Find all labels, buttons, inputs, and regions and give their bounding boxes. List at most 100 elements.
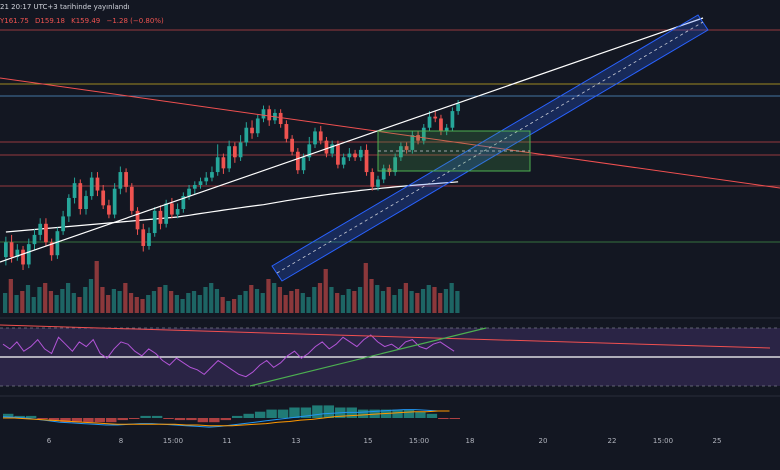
channel-midline bbox=[276, 21, 704, 274]
macd-histogram-bar bbox=[60, 418, 71, 423]
volume-bar bbox=[294, 289, 300, 313]
macd-histogram-bar bbox=[415, 411, 426, 418]
volume-bar bbox=[254, 289, 260, 313]
candle-body bbox=[233, 146, 237, 158]
candle-body bbox=[250, 127, 254, 134]
macd-histogram-bar bbox=[449, 418, 460, 419]
macd-histogram-bar bbox=[277, 409, 289, 418]
candle-body bbox=[187, 188, 191, 197]
candle-body bbox=[261, 109, 266, 119]
volume-bar bbox=[375, 285, 380, 313]
candle-body bbox=[170, 203, 174, 215]
volume-bar bbox=[443, 289, 449, 313]
volume-bar bbox=[169, 291, 174, 313]
time-axis: 6 8 15:00 11 13 15 15:00 18 20 22 15:00 25 bbox=[0, 436, 780, 450]
volume-bar bbox=[48, 291, 54, 313]
candle-body bbox=[72, 183, 77, 198]
candle-body bbox=[164, 203, 169, 224]
candle-body bbox=[210, 172, 214, 178]
candle-body bbox=[399, 146, 403, 158]
volume-bar bbox=[249, 285, 254, 313]
volume-bar bbox=[340, 295, 345, 313]
volume-bar bbox=[191, 291, 197, 313]
candle-body bbox=[324, 140, 329, 154]
macd-histogram-bar bbox=[209, 418, 220, 423]
volume-bar bbox=[352, 291, 357, 313]
volume-bar bbox=[409, 291, 414, 313]
candle-body bbox=[44, 223, 48, 243]
volume-bar bbox=[180, 299, 185, 313]
candle-body bbox=[393, 157, 398, 173]
volume-bar bbox=[83, 287, 88, 313]
volume-bar bbox=[106, 295, 111, 313]
candle-body bbox=[204, 177, 209, 182]
candle-body bbox=[427, 116, 432, 128]
candle-body bbox=[227, 146, 231, 169]
volume-bar bbox=[88, 279, 94, 313]
candle-body bbox=[336, 144, 340, 165]
candle-body bbox=[358, 149, 363, 158]
volume-bar bbox=[60, 289, 65, 313]
volume-bar bbox=[237, 295, 242, 313]
candle-body bbox=[78, 183, 83, 210]
volume-bar bbox=[357, 287, 363, 313]
candle-body bbox=[318, 131, 323, 141]
macd-histogram-bar bbox=[403, 409, 415, 418]
candle-body bbox=[330, 144, 335, 154]
volume-bar bbox=[312, 287, 317, 313]
candle-body bbox=[439, 118, 443, 132]
volume-bar bbox=[197, 295, 202, 313]
candle-body bbox=[181, 196, 186, 210]
volume-bar bbox=[398, 289, 403, 313]
volume-bar bbox=[134, 297, 139, 313]
macd-histogram-bar bbox=[312, 405, 323, 418]
volume-bar bbox=[14, 295, 19, 313]
volume-bar bbox=[37, 287, 42, 313]
volume-bar bbox=[415, 293, 420, 313]
volume-bar bbox=[403, 283, 408, 313]
candle-body bbox=[147, 233, 151, 246]
macd-histogram-bar bbox=[128, 418, 140, 419]
volume-bar bbox=[157, 287, 162, 313]
macd-histogram-bar bbox=[151, 415, 163, 418]
candle-body bbox=[66, 197, 71, 217]
volume-bar bbox=[300, 293, 305, 313]
volume-bar bbox=[272, 283, 277, 313]
candle-body bbox=[175, 209, 180, 215]
volume-bar bbox=[117, 291, 122, 313]
x-tick-label: 8 bbox=[118, 437, 124, 445]
candle-body bbox=[49, 242, 54, 256]
volume-bar bbox=[163, 285, 168, 313]
macd-histogram-bar bbox=[106, 418, 117, 423]
candle-body bbox=[221, 157, 226, 169]
volume-bar bbox=[392, 295, 397, 313]
candle-body bbox=[112, 188, 117, 215]
macd-histogram-bar bbox=[254, 411, 266, 418]
ohlc-close: K159.49 bbox=[71, 17, 101, 25]
candle-body bbox=[341, 157, 346, 165]
volume-bar bbox=[203, 287, 208, 313]
macd-histogram-bar bbox=[174, 418, 186, 421]
x-tick-label: 22 bbox=[607, 437, 617, 445]
candle-body bbox=[89, 177, 94, 197]
macd-histogram-bar bbox=[300, 407, 312, 418]
volume-bar bbox=[151, 291, 157, 313]
candle-body bbox=[107, 205, 111, 215]
candle-body bbox=[421, 127, 426, 141]
macd-histogram-bar bbox=[323, 405, 335, 418]
volume-bar bbox=[260, 293, 265, 313]
candle-body bbox=[129, 186, 134, 211]
moving-average-line bbox=[5, 181, 459, 233]
x-tick-label: 20 bbox=[538, 437, 548, 445]
volume-bar bbox=[335, 293, 340, 313]
macd-histogram-bar bbox=[94, 418, 106, 423]
volume-bar bbox=[289, 291, 294, 313]
x-tick-label: 13 bbox=[291, 437, 301, 445]
macd-histogram-bar bbox=[392, 409, 403, 418]
candle-body bbox=[433, 116, 438, 119]
candle-body bbox=[404, 146, 409, 150]
volume-bar bbox=[317, 283, 323, 313]
candle-body bbox=[32, 234, 37, 245]
